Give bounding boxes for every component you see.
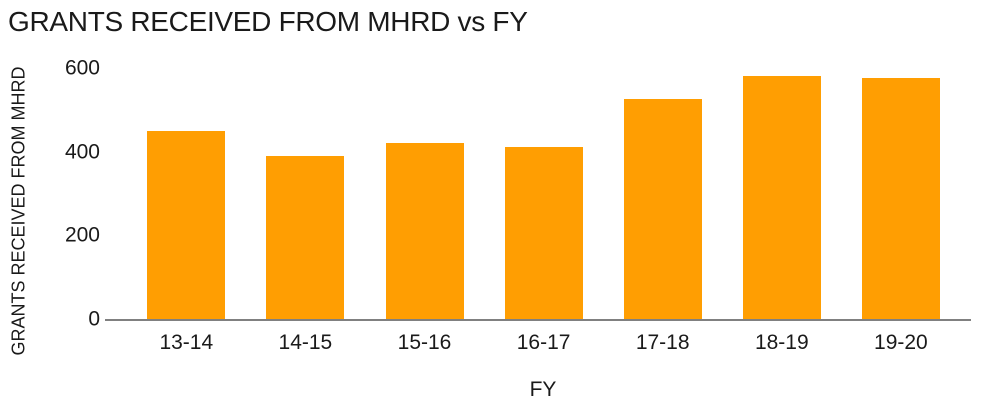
bar-19-20 (861, 78, 940, 319)
y-tick-label-200: 200 (64, 223, 100, 247)
x-axis-line (105, 319, 971, 321)
y-axis-title: GRANTS RECEIVED FROM MHRD (8, 66, 29, 356)
bar-13-14 (147, 130, 226, 319)
bar-18-19 (742, 76, 821, 319)
x-tick-label-17-18: 17-18 (635, 331, 690, 354)
y-tick-label-600: 600 (64, 56, 100, 80)
x-tick-label-18-19: 18-19 (754, 331, 809, 354)
x-tick-label-14-15: 14-15 (278, 331, 333, 354)
bar-16-17 (504, 147, 583, 319)
x-tick-label-16-17: 16-17 (516, 331, 571, 354)
bar-17-18 (623, 99, 702, 319)
y-tick-label-400: 400 (64, 140, 100, 164)
y-tick-label-0: 0 (88, 307, 100, 331)
x-tick-label-13-14: 13-14 (159, 331, 214, 354)
bar-14-15 (266, 155, 345, 319)
bar-15-16 (385, 143, 464, 319)
chart-title: GRANTS RECEIVED FROM MHRD vs FY (8, 6, 528, 37)
x-tick-label-19-20: 19-20 (874, 331, 928, 354)
x-tick-label-15-16: 15-16 (397, 331, 452, 354)
x-axis-title: FY (529, 378, 557, 401)
